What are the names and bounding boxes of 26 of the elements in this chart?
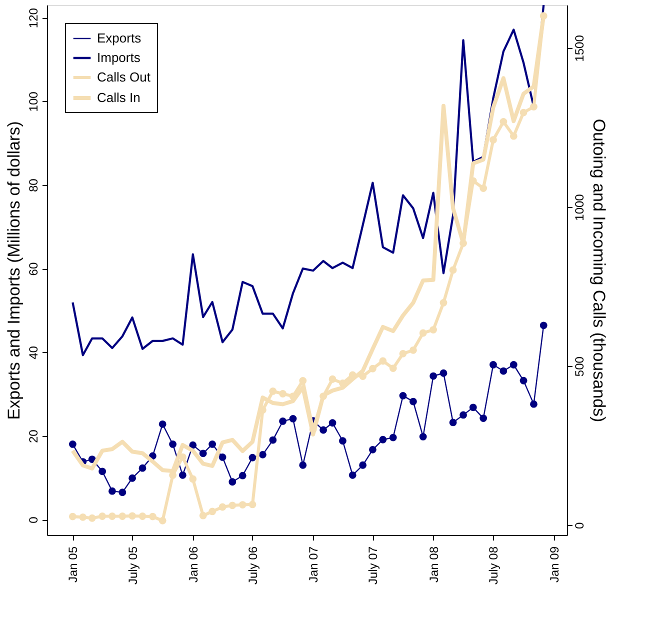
legend-label: Exports: [97, 30, 142, 46]
y-tick-label: 120: [26, 8, 40, 28]
x-tick-label: Jan 09: [547, 546, 562, 583]
legend-label: Calls In: [97, 90, 140, 105]
y-tick-label: 40: [26, 346, 40, 360]
y-tick-label: 0: [26, 516, 40, 524]
x-tick-label: Jan 08: [426, 546, 441, 583]
x-tick-label: Jan 05: [66, 546, 80, 583]
y-tick-label: 100: [26, 91, 40, 112]
x-tick-label: Jan 06: [186, 546, 200, 583]
y-tick-label: 80: [26, 178, 40, 192]
y-tick-label: 20: [26, 429, 40, 444]
x-tick-label: July 05: [126, 546, 140, 585]
y-tick-label: 60: [26, 262, 40, 276]
y-axis-title: Exports and Imports (Millions of dollars): [4, 121, 24, 420]
x-tick-label: July 06: [246, 546, 260, 585]
x-tick-label: July 08: [486, 546, 501, 585]
y2-tick-label: 1500: [572, 34, 586, 62]
x-tick-label: July 07: [366, 546, 380, 585]
legend-label: Imports: [97, 50, 141, 65]
y2-tick-label: 500: [572, 356, 586, 377]
legend-label: Calls Out: [97, 70, 151, 84]
y2-axis-title: Outoing and Incoming Calls (thousands): [590, 118, 608, 422]
y2-tick-label: 1000: [572, 194, 586, 221]
x-tick-label: Jan 07: [306, 546, 321, 583]
y2-tick-label: 0: [572, 522, 586, 529]
